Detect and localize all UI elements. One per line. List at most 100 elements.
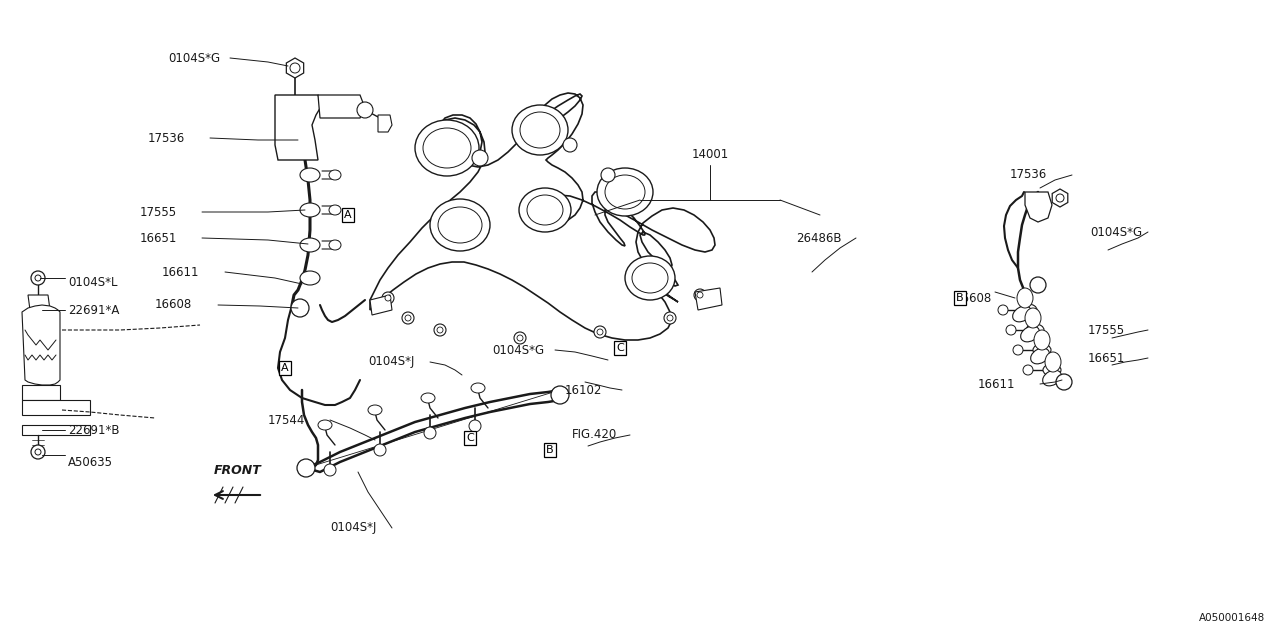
- Ellipse shape: [291, 63, 300, 73]
- Polygon shape: [378, 115, 392, 132]
- Text: 14001: 14001: [691, 148, 728, 161]
- Ellipse shape: [1056, 194, 1064, 202]
- Ellipse shape: [517, 335, 524, 341]
- Ellipse shape: [436, 327, 443, 333]
- Ellipse shape: [300, 271, 320, 285]
- Ellipse shape: [291, 299, 308, 317]
- Polygon shape: [1025, 192, 1052, 222]
- Polygon shape: [695, 288, 722, 310]
- Ellipse shape: [329, 240, 340, 250]
- Ellipse shape: [31, 445, 45, 459]
- Text: FIG.420: FIG.420: [572, 429, 617, 442]
- Ellipse shape: [1034, 330, 1050, 350]
- Text: 22691*B: 22691*B: [68, 424, 119, 436]
- Polygon shape: [1052, 189, 1068, 207]
- Ellipse shape: [1030, 348, 1050, 364]
- Polygon shape: [22, 425, 90, 435]
- Ellipse shape: [421, 393, 435, 403]
- Ellipse shape: [369, 405, 381, 415]
- Ellipse shape: [1043, 370, 1061, 386]
- Ellipse shape: [1019, 304, 1037, 316]
- Ellipse shape: [402, 312, 413, 324]
- Text: 16611: 16611: [163, 266, 200, 278]
- Text: 17536: 17536: [148, 131, 186, 145]
- Text: 17536: 17536: [1010, 168, 1047, 182]
- Ellipse shape: [1012, 306, 1032, 322]
- Text: 26486B: 26486B: [796, 232, 841, 244]
- Text: 0104S*G: 0104S*G: [168, 51, 220, 65]
- Ellipse shape: [1030, 277, 1046, 293]
- Text: 17555: 17555: [1088, 323, 1125, 337]
- Ellipse shape: [664, 312, 676, 324]
- Ellipse shape: [35, 449, 41, 455]
- Ellipse shape: [563, 138, 577, 152]
- Ellipse shape: [357, 102, 372, 118]
- Ellipse shape: [515, 332, 526, 344]
- Ellipse shape: [329, 170, 340, 180]
- Ellipse shape: [698, 292, 703, 298]
- Text: 16611: 16611: [978, 378, 1015, 390]
- Ellipse shape: [471, 383, 485, 393]
- Text: A050001648: A050001648: [1199, 613, 1265, 623]
- Polygon shape: [370, 93, 716, 340]
- Text: 0104S*J: 0104S*J: [369, 355, 415, 369]
- Text: 0104S*J: 0104S*J: [330, 522, 376, 534]
- Ellipse shape: [625, 256, 675, 300]
- Ellipse shape: [472, 150, 488, 166]
- Text: 16651: 16651: [140, 232, 178, 244]
- Polygon shape: [22, 305, 60, 385]
- Ellipse shape: [300, 238, 320, 252]
- Ellipse shape: [1043, 364, 1061, 376]
- Text: 16608: 16608: [955, 291, 992, 305]
- Text: 17544: 17544: [268, 413, 306, 426]
- Polygon shape: [22, 400, 90, 415]
- Polygon shape: [370, 295, 392, 315]
- Polygon shape: [28, 295, 50, 310]
- Text: 0104S*G: 0104S*G: [1091, 225, 1142, 239]
- Text: A: A: [344, 210, 352, 220]
- Ellipse shape: [468, 420, 481, 432]
- Ellipse shape: [1023, 365, 1033, 375]
- Ellipse shape: [300, 168, 320, 182]
- Polygon shape: [317, 95, 365, 118]
- Ellipse shape: [430, 199, 490, 251]
- Ellipse shape: [1012, 345, 1023, 355]
- Ellipse shape: [518, 188, 571, 232]
- Ellipse shape: [35, 275, 41, 281]
- Ellipse shape: [404, 315, 411, 321]
- Text: C: C: [466, 433, 474, 443]
- Ellipse shape: [297, 459, 315, 477]
- Text: A: A: [282, 363, 289, 373]
- Text: 0104S*L: 0104S*L: [68, 275, 118, 289]
- Ellipse shape: [1044, 352, 1061, 372]
- Text: 0104S*G: 0104S*G: [492, 344, 544, 356]
- Ellipse shape: [300, 203, 320, 217]
- Polygon shape: [22, 385, 60, 400]
- Text: 17555: 17555: [140, 205, 177, 218]
- Text: C: C: [616, 343, 623, 353]
- Ellipse shape: [415, 120, 479, 176]
- Ellipse shape: [374, 444, 387, 456]
- Text: B: B: [547, 445, 554, 455]
- Text: 22691*A: 22691*A: [68, 303, 119, 317]
- Ellipse shape: [596, 329, 603, 335]
- Ellipse shape: [594, 326, 605, 338]
- Polygon shape: [275, 95, 323, 160]
- Ellipse shape: [329, 205, 340, 215]
- Ellipse shape: [1006, 325, 1016, 335]
- Ellipse shape: [1020, 326, 1039, 342]
- Text: B: B: [956, 293, 964, 303]
- Ellipse shape: [424, 427, 436, 439]
- Ellipse shape: [385, 295, 390, 301]
- Polygon shape: [287, 58, 303, 78]
- Ellipse shape: [434, 324, 445, 336]
- Text: 16608: 16608: [155, 298, 192, 312]
- Ellipse shape: [694, 289, 707, 301]
- Text: A50635: A50635: [68, 456, 113, 468]
- Ellipse shape: [1018, 288, 1033, 308]
- Ellipse shape: [512, 105, 568, 155]
- Text: 16102: 16102: [564, 383, 603, 397]
- Ellipse shape: [317, 420, 332, 430]
- Ellipse shape: [1056, 374, 1073, 390]
- Ellipse shape: [550, 386, 570, 404]
